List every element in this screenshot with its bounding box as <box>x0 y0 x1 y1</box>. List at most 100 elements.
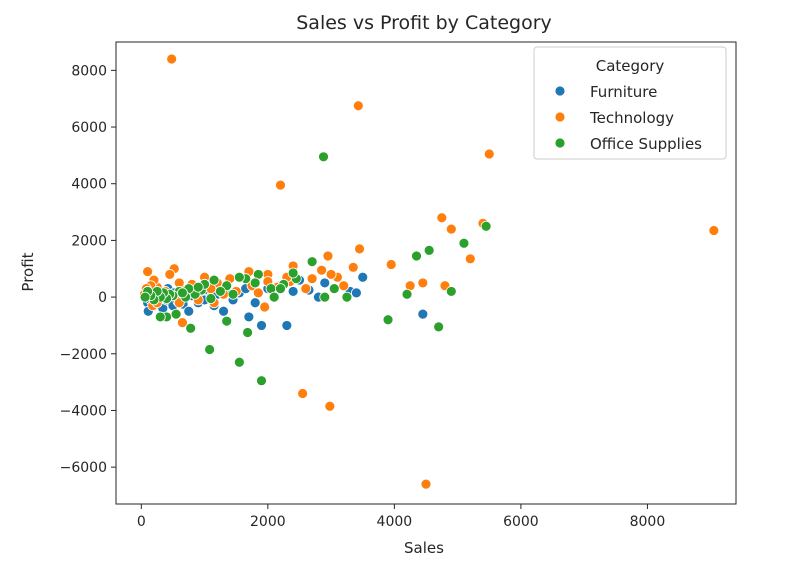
data-point <box>420 478 432 490</box>
data-point <box>256 320 267 331</box>
data-points <box>139 53 720 490</box>
data-point <box>458 237 470 249</box>
x-tick-label: 2000 <box>250 514 286 530</box>
data-point <box>351 287 362 299</box>
y-tick-label: −6000 <box>60 460 107 476</box>
data-point <box>354 243 365 255</box>
legend-marker <box>554 137 566 149</box>
data-point <box>164 269 176 280</box>
data-point <box>177 317 188 329</box>
data-point <box>142 266 154 277</box>
data-point <box>275 283 286 294</box>
data-point <box>243 311 255 323</box>
data-point <box>242 327 253 338</box>
data-point <box>328 283 340 294</box>
legend-box <box>533 46 727 160</box>
data-point <box>445 223 457 235</box>
data-point <box>433 321 445 333</box>
data-point <box>436 212 448 224</box>
data-point <box>417 308 429 320</box>
data-point <box>325 269 337 280</box>
legend-label: Technology <box>589 109 674 127</box>
data-point <box>281 320 293 331</box>
legend-label: Furniture <box>590 83 657 101</box>
data-point <box>306 256 318 268</box>
data-point <box>411 250 422 262</box>
y-tick-label: 0 <box>98 290 107 306</box>
data-point <box>445 286 457 297</box>
data-point <box>221 315 233 327</box>
y-tick-label: 6000 <box>71 120 107 136</box>
data-point <box>287 267 299 279</box>
data-point <box>249 277 261 289</box>
legend: Category Furniture Technology Office Suppl… <box>533 46 727 160</box>
data-point <box>483 148 495 160</box>
x-tick-label: 0 <box>137 514 146 530</box>
data-point <box>306 273 318 285</box>
data-point <box>316 264 328 276</box>
legend-label: Office Supplies <box>590 135 702 153</box>
data-point <box>385 259 397 270</box>
data-point <box>233 356 245 368</box>
data-point <box>417 277 429 289</box>
data-point <box>338 280 350 292</box>
y-tick-label: −2000 <box>60 347 107 363</box>
data-point <box>382 314 394 326</box>
data-point <box>177 287 188 299</box>
y-axis-label: Profit <box>19 252 37 291</box>
data-point <box>297 388 309 399</box>
data-point <box>324 400 336 412</box>
data-point <box>252 287 264 299</box>
data-point <box>287 286 299 297</box>
data-point <box>423 244 435 256</box>
x-axis-label: Sales <box>404 539 444 557</box>
legend-marker <box>554 85 566 97</box>
data-point <box>357 271 369 283</box>
data-point <box>208 274 220 286</box>
series-office-supplies <box>139 151 492 387</box>
plot-frame <box>115 41 737 505</box>
y-tick-label: 4000 <box>71 177 107 193</box>
data-point <box>464 253 476 265</box>
data-point <box>227 288 239 300</box>
data-point <box>170 308 182 320</box>
data-point <box>341 291 353 303</box>
y-tick-label: 2000 <box>71 233 107 249</box>
x-tick-label: 8000 <box>630 514 666 530</box>
data-point <box>256 375 267 387</box>
data-point <box>259 301 271 313</box>
data-point <box>708 225 720 236</box>
data-point <box>205 293 217 304</box>
data-point <box>214 286 226 297</box>
data-point <box>154 311 166 323</box>
legend-item: Office Supplies <box>554 135 702 153</box>
data-point <box>139 291 151 303</box>
y-axis: −6000 −4000 −2000 0 2000 4000 6000 8000 <box>60 63 116 476</box>
legend-item: Technology <box>554 109 674 127</box>
data-point <box>352 100 364 112</box>
data-point <box>192 281 204 293</box>
data-point <box>204 344 216 355</box>
legend-marker <box>554 111 566 123</box>
data-point <box>347 261 359 273</box>
data-point <box>318 151 329 163</box>
x-tick-label: 6000 <box>503 514 539 530</box>
y-tick-label: 8000 <box>71 63 107 79</box>
x-axis: 0 2000 4000 6000 8000 <box>137 504 665 530</box>
data-point <box>322 250 334 262</box>
y-tick-label: −4000 <box>60 403 107 419</box>
data-point <box>268 291 280 303</box>
x-tick-label: 4000 <box>377 514 413 530</box>
data-point <box>166 53 178 65</box>
data-point <box>249 297 261 309</box>
legend-items: Furniture Technology Office Supplies <box>554 83 702 153</box>
data-point <box>185 322 197 334</box>
data-point <box>218 305 229 317</box>
data-point <box>275 179 286 191</box>
data-point <box>319 291 331 303</box>
legend-item: Furniture <box>554 83 657 101</box>
data-point <box>401 288 413 300</box>
data-point <box>300 283 312 294</box>
legend-title: Category <box>596 57 665 75</box>
